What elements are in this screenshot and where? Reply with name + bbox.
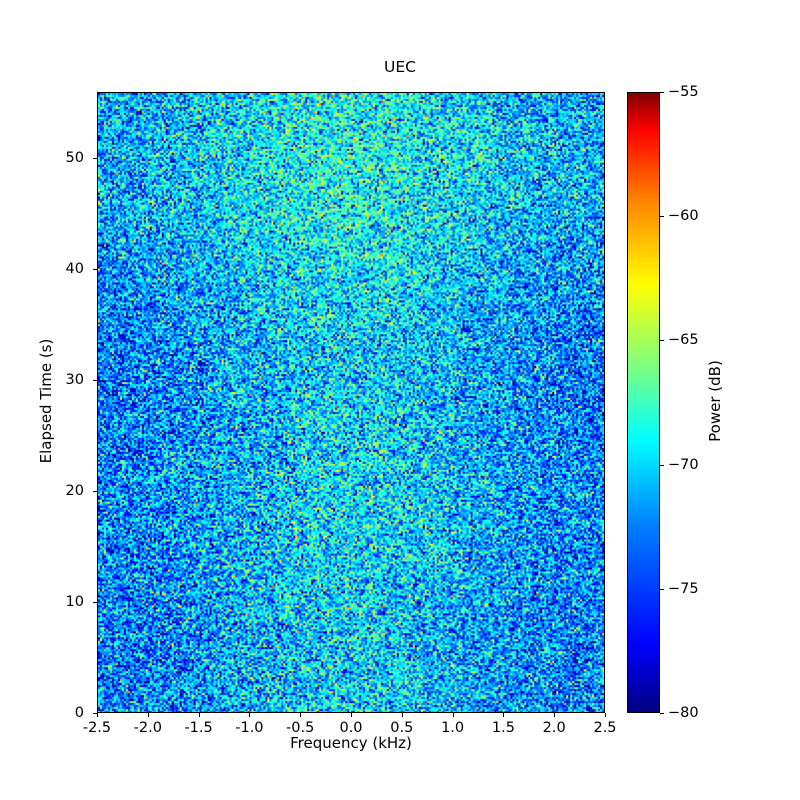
spectrogram-image [98, 93, 604, 712]
x-axis-label: Frequency (kHz) [290, 734, 412, 752]
colorbar-tick-label: −70 [668, 456, 699, 473]
x-tick-label: 1.0 [441, 720, 465, 736]
x-tick-label: -1.5 [184, 720, 213, 736]
colorbar-tick-label: −65 [668, 332, 699, 349]
colorbar-label: Power (dB) [706, 360, 724, 442]
y-tick-label: 20 [65, 482, 84, 499]
x-tick-label: 0.5 [390, 720, 414, 736]
y-tick-label: 10 [65, 593, 84, 610]
y-tick-label: 30 [65, 371, 84, 388]
x-tick-label: 2.5 [593, 720, 617, 736]
colorbar-tick-mark [660, 340, 664, 342]
x-tick-label: -0.5 [286, 720, 315, 736]
x-tick-mark [198, 713, 200, 717]
y-tick-mark [93, 379, 97, 381]
x-tick-mark [605, 713, 606, 717]
title-station: UEC [384, 58, 416, 76]
y-tick-mark [93, 490, 97, 492]
colorbar-tick-label: −80 [668, 705, 699, 721]
x-tick-mark [249, 713, 251, 717]
y-tick-label: 0 [74, 705, 84, 721]
colorbar-tick-label: −55 [668, 84, 699, 100]
y-tick-label: 40 [65, 260, 84, 277]
x-tick-label: 1.5 [491, 720, 515, 736]
x-tick-mark [554, 713, 556, 717]
y-tick-label: 50 [65, 149, 84, 166]
colorbar-tick-mark [660, 216, 664, 218]
x-tick-label: 0.0 [339, 720, 363, 736]
x-tick-mark [97, 713, 98, 717]
colorbar-tick-mark [660, 92, 664, 93]
y-tick-mark [93, 601, 97, 603]
x-tick-mark [401, 713, 403, 717]
colorbar-tick-label: −60 [668, 208, 699, 225]
y-axis-label: Elapsed Time (s) [37, 338, 55, 464]
x-tick-mark [503, 713, 505, 717]
x-tick-mark [300, 713, 302, 717]
x-tick-mark [452, 713, 454, 717]
spectrogram-axes[interactable] [97, 92, 605, 713]
x-tick-label: -1.0 [235, 720, 264, 736]
x-tick-label: 2.0 [542, 720, 566, 736]
x-tick-mark [351, 713, 352, 717]
y-tick-mark [93, 157, 97, 159]
colorbar-tick-label: −75 [668, 580, 699, 597]
colorbar-tick-mark [660, 464, 664, 466]
colorbar-tick-mark [660, 713, 664, 714]
x-tick-mark [147, 713, 149, 717]
colorbar[interactable] [627, 92, 660, 713]
x-tick-label: -2.5 [82, 720, 112, 736]
y-tick-mark [93, 713, 97, 714]
x-tick-label: -2.0 [133, 720, 162, 736]
y-tick-mark [93, 268, 97, 270]
colorbar-tick-mark [660, 588, 664, 590]
